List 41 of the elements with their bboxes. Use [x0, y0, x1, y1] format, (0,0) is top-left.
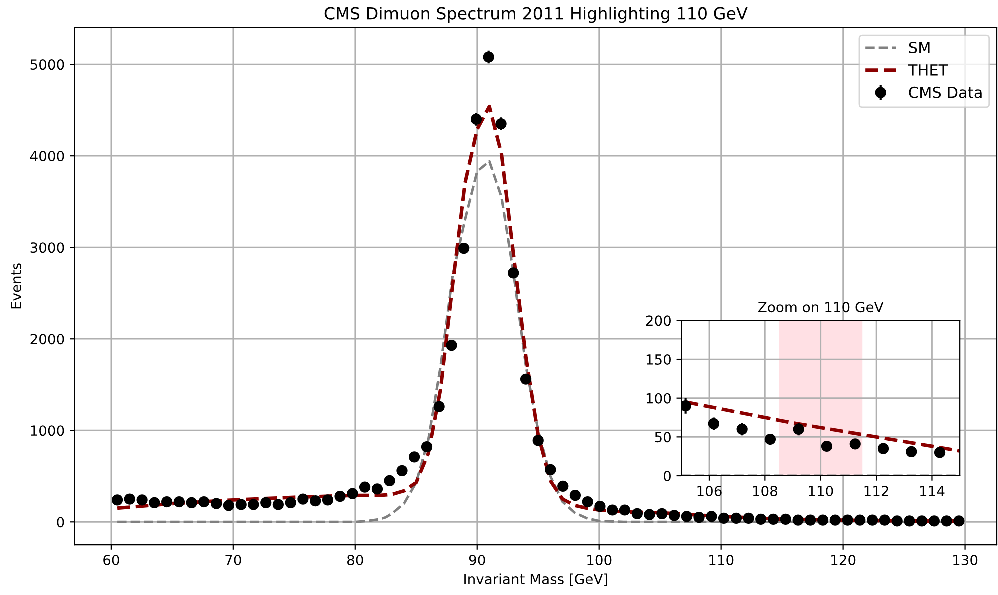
point	[878, 443, 890, 454]
y-tick-label: 150	[646, 354, 671, 366]
y-tick-label: 3000	[30, 242, 64, 254]
y-tick-label: 1000	[31, 426, 64, 436]
point	[934, 447, 946, 458]
chart-title: CMS Dimuon Spectrum 2011 Highlighting 110 GeV	[324, 6, 748, 24]
legend-label: THET	[908, 64, 948, 76]
legend-label: CMS Data	[909, 86, 982, 98]
x-tick-label: 114	[920, 486, 945, 496]
point	[708, 418, 720, 430]
legend-label: SM	[909, 42, 930, 54]
point	[906, 446, 918, 458]
x-tick-label: 110	[809, 486, 834, 496]
point	[850, 438, 861, 450]
point	[821, 440, 833, 452]
x-tick-label: 110	[710, 554, 734, 566]
y-tick-label: 100	[646, 393, 671, 404]
y-tick-label: 0	[57, 517, 64, 528]
x-tick-label: 100	[588, 554, 612, 566]
y-tick-label: 200	[646, 316, 671, 326]
point	[764, 434, 776, 446]
x-tick-label: 80	[348, 554, 364, 566]
x-tick-label: 70	[226, 554, 242, 566]
x-axis-title: Invariant Mass [GeV]	[464, 574, 608, 586]
y-tick-label: 5000	[30, 60, 64, 70]
point	[682, 400, 692, 412]
x-tick-label: 106	[698, 486, 722, 496]
x-tick-label: 60	[104, 554, 120, 566]
y-tick-label: 2000	[30, 334, 64, 345]
x-tick-label: 108	[753, 486, 778, 496]
y-tick-label: 0	[664, 470, 671, 482]
point	[793, 424, 804, 435]
y-axis-title: Events	[11, 264, 22, 309]
x-tick-label: 120	[832, 554, 856, 566]
x-tick-label: 112	[864, 486, 888, 496]
y-tick-label: 4000	[30, 151, 64, 162]
x-tick-label: 90	[469, 554, 486, 566]
y-tick-label: 50	[655, 432, 671, 443]
chart-title: Zoom on 110 GeV	[758, 302, 884, 313]
x-tick-label: 130	[954, 554, 978, 566]
point	[736, 424, 748, 435]
